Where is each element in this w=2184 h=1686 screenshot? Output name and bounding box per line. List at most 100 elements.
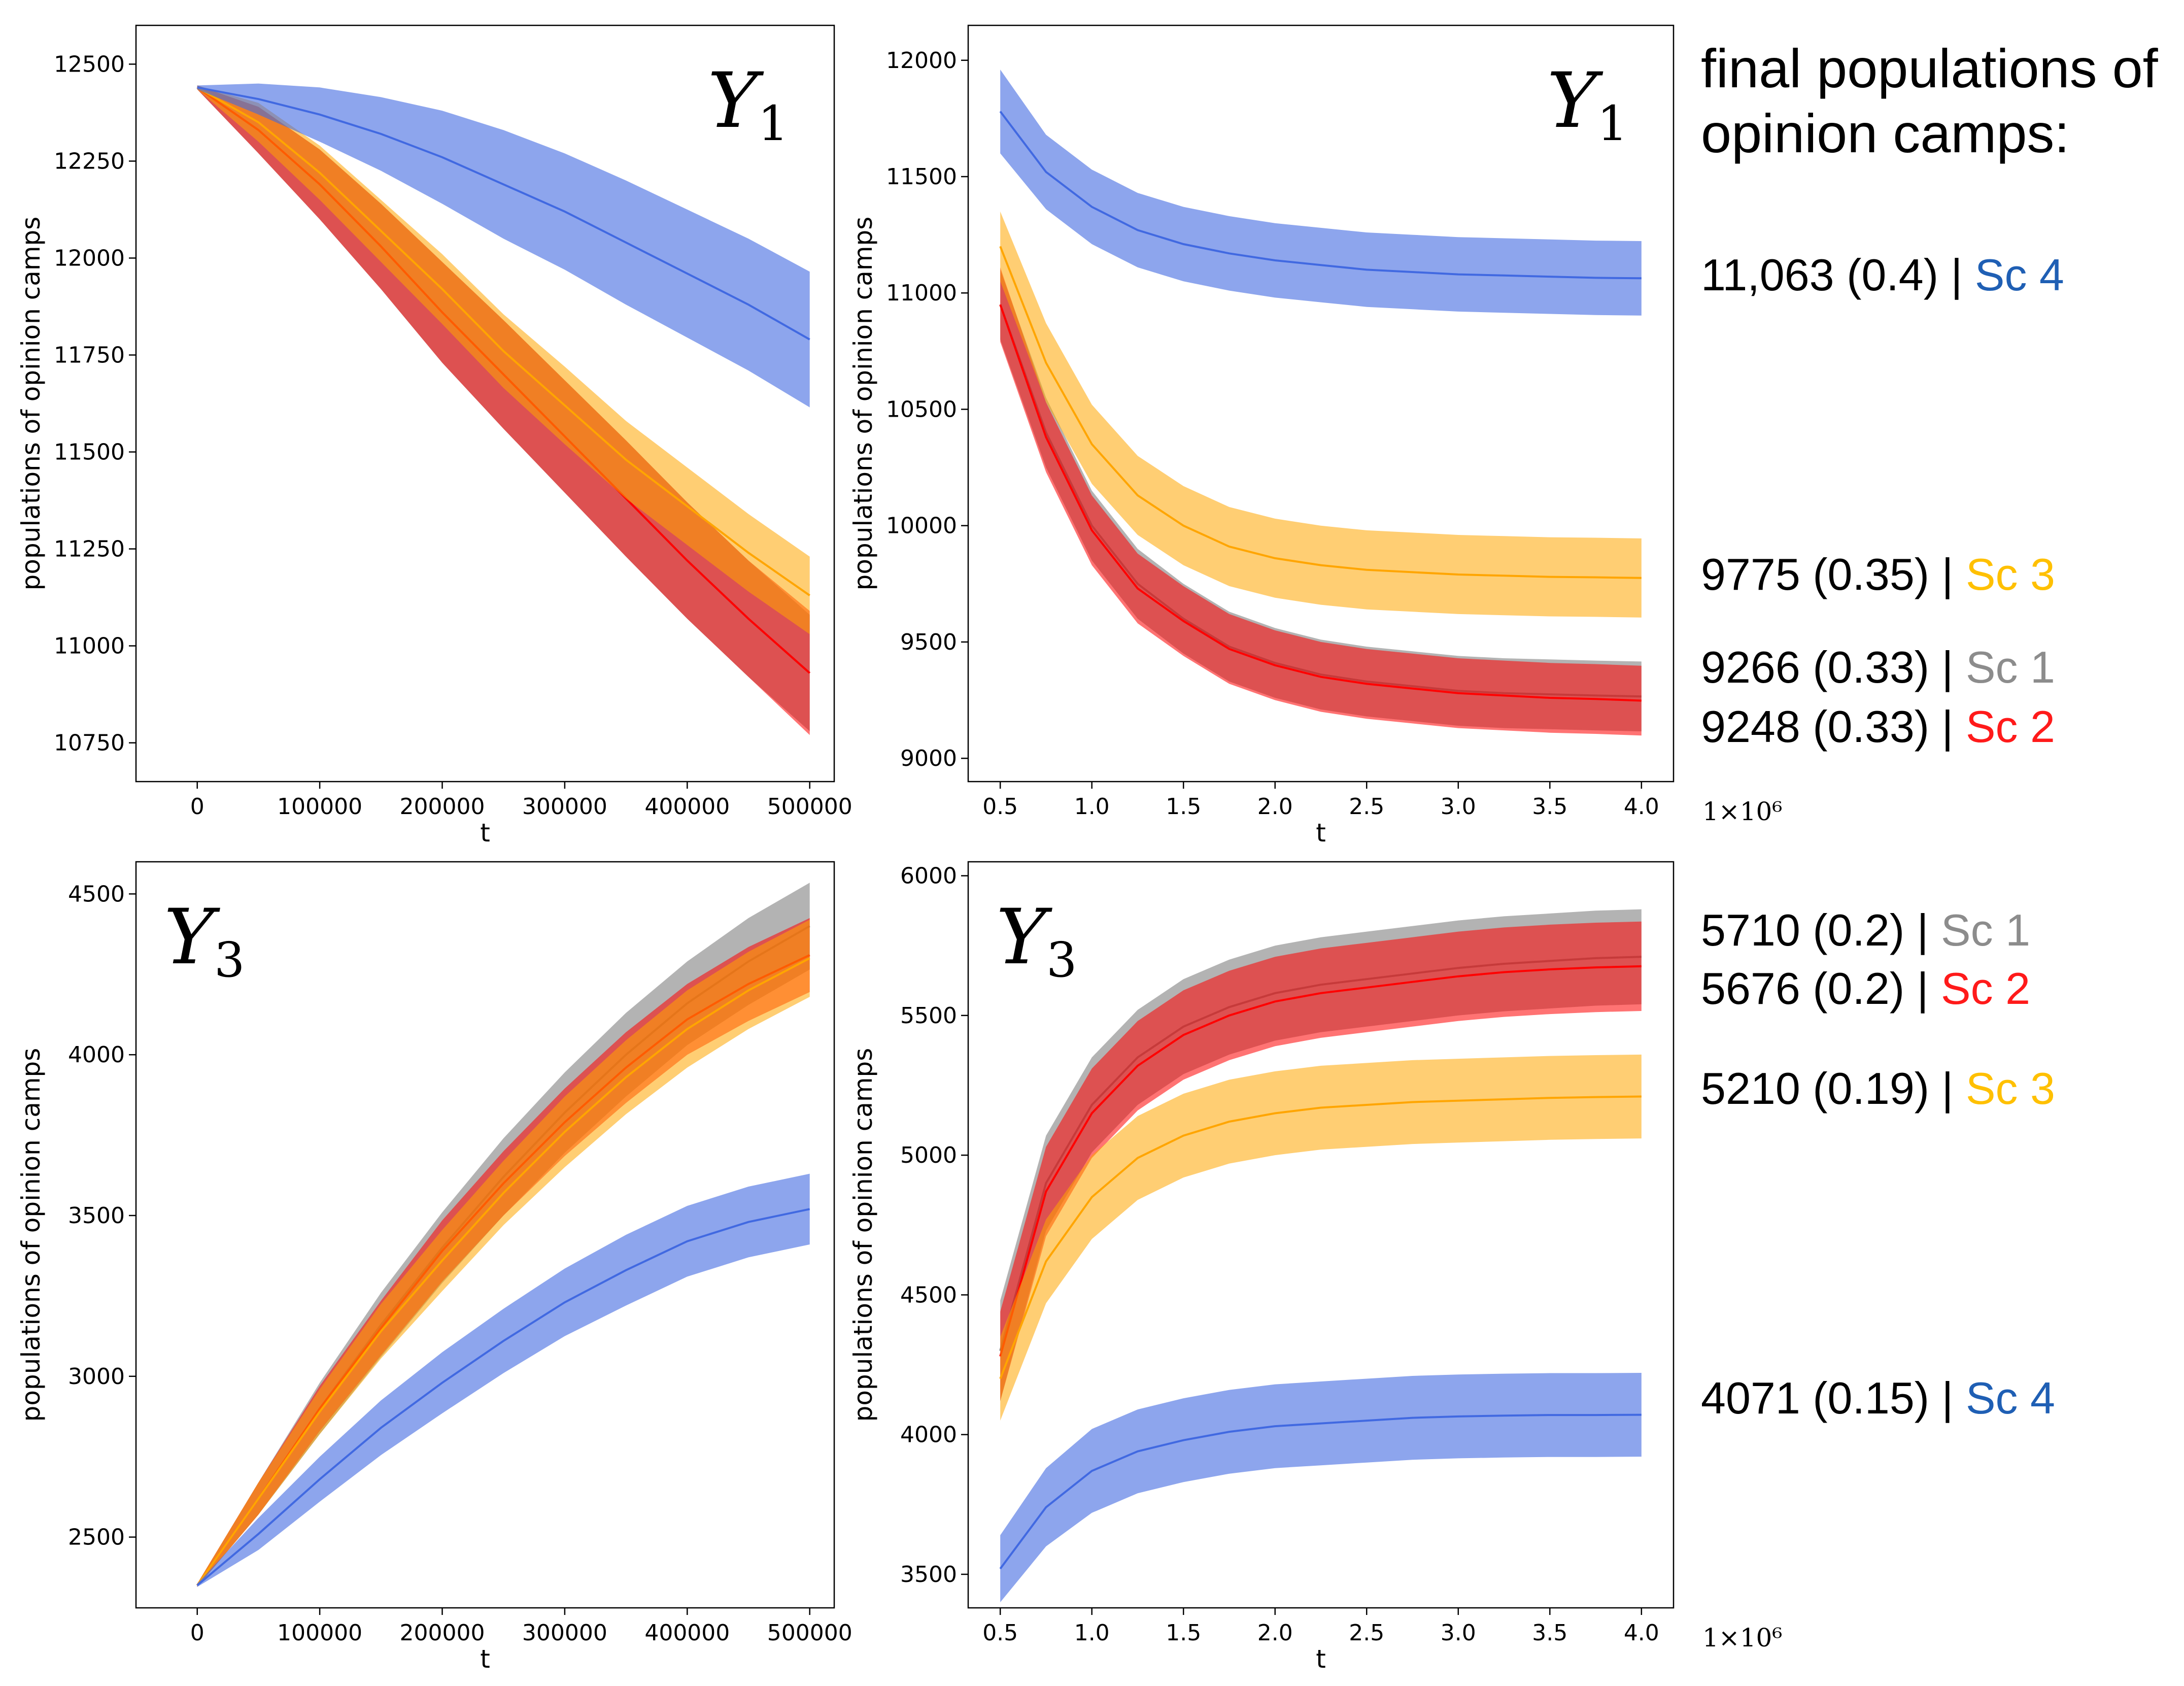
ann-y1-sc4: 11,063 (0.4) | Sc 4 xyxy=(1701,250,2064,300)
axes-frame xyxy=(135,24,835,783)
y-tick-label: 4000 xyxy=(900,1422,957,1448)
x-tick-label: 4.0 xyxy=(1624,794,1659,820)
x-tick-label: 0.5 xyxy=(982,1620,1018,1646)
y-tick-label: 4000 xyxy=(68,1042,125,1068)
plot-area xyxy=(196,83,811,735)
panel-title: Y1 xyxy=(708,57,789,152)
band-sc2 xyxy=(1000,921,1642,1401)
x-tick-label: 200000 xyxy=(400,1620,485,1646)
line-sc4 xyxy=(197,86,810,341)
y-axis-label: populations of opinion camps xyxy=(16,1048,46,1422)
y-tick-label: 2500 xyxy=(68,1525,125,1550)
chart-top-right: 0.5 1.0 1.5 2.0 2.5 3.0 3.5 4.0 9000 9500 10000 105… xyxy=(848,24,1782,848)
y-axis-label: populations of opinion camps xyxy=(16,217,46,591)
panel-title: Y3 xyxy=(996,893,1077,988)
line-sc2 xyxy=(999,304,1642,702)
axes-frame xyxy=(967,24,1675,783)
x-tick-label: 1.0 xyxy=(1074,1620,1110,1646)
y-tick-label: 12500 xyxy=(54,51,125,77)
band-sc3 xyxy=(1000,211,1642,618)
x-tick-label: 3.5 xyxy=(1532,794,1567,820)
x-axis-label: t xyxy=(1316,818,1326,848)
line-sc4 xyxy=(196,1208,810,1587)
x-tick-label: 200000 xyxy=(400,794,485,820)
plot-area xyxy=(196,883,810,1587)
x-tick-label: 400000 xyxy=(644,1620,730,1646)
x-tick-label: 2.5 xyxy=(1349,1620,1384,1646)
x-axis-label: t xyxy=(480,1644,490,1674)
y-tick-label: 6000 xyxy=(900,863,957,889)
ann-y1-sc3: 9775 (0.35) | Sc 3 xyxy=(1701,549,2055,599)
heading-line: final populations of xyxy=(1701,38,2159,99)
band-sc2 xyxy=(1000,267,1642,736)
y-tick-label: 4500 xyxy=(900,1282,957,1308)
chart-bottom-left: 0 100000 200000 300000 400000 500000 2500 3000 3… xyxy=(16,861,852,1674)
x-tick-label: 400000 xyxy=(644,794,730,820)
line-sc3 xyxy=(196,86,810,596)
panel-title: Y3 xyxy=(164,893,245,988)
y-axis-label: populations of opinion camps xyxy=(848,1048,878,1422)
x-tick-label: 0 xyxy=(190,794,204,820)
chart-bottom-right: 0.5 1.0 1.5 2.0 2.5 3.0 3.5 4.0 3500 4000 4500 5000… xyxy=(848,861,1782,1674)
y-tick-label: 9000 xyxy=(900,746,957,771)
ann-y3-sc2: 5676 (0.2) | Sc 2 xyxy=(1701,963,2030,1014)
y-tick-label: 3500 xyxy=(68,1203,125,1229)
y-tick-label: 3000 xyxy=(68,1364,125,1390)
x-tick-label: 100000 xyxy=(277,794,362,820)
ann-y3-sc1: 5710 (0.2) | Sc 1 xyxy=(1701,905,2030,955)
ann-y1-sc2: 9248 (0.33) | Sc 2 xyxy=(1701,701,2055,752)
x-multiplier: 1×10⁶ xyxy=(1702,1623,1782,1653)
y-tick-label: 11500 xyxy=(54,440,125,465)
line-sc4 xyxy=(999,1413,1642,1570)
y-tick-label: 10750 xyxy=(54,730,125,756)
axes-frame xyxy=(135,861,835,1609)
line-sc3 xyxy=(196,957,810,1586)
y-tick-label: 11750 xyxy=(54,342,125,368)
annotations: 11,063 (0.4) | Sc 4 9775 (0.35) | Sc 3 926… xyxy=(1701,250,2064,1423)
x-axis-label: t xyxy=(480,818,490,848)
heading-line: opinion camps: xyxy=(1701,103,2069,164)
chart-top-left: 0 100000 200000 300000 400000 500000 10750 1100… xyxy=(16,24,852,848)
band-sc3 xyxy=(197,920,810,1587)
y-tick-label: 11000 xyxy=(886,280,957,306)
x-tick-label: 0.5 xyxy=(982,794,1018,820)
band-sc4 xyxy=(197,1173,810,1587)
y-tick-label: 9500 xyxy=(900,629,957,655)
band-sc4 xyxy=(1000,1373,1642,1602)
y-tick-label: 3500 xyxy=(900,1562,957,1588)
ann-y3-sc3: 5210 (0.19) | Sc 3 xyxy=(1701,1063,2055,1114)
x-tick-label: 2.5 xyxy=(1349,794,1384,820)
x-tick-label: 500000 xyxy=(767,1620,852,1646)
band-sc2 xyxy=(197,85,810,735)
x-tick-label: 4.0 xyxy=(1624,1620,1659,1646)
y-axis-label: populations of opinion camps xyxy=(848,217,878,591)
x-tick-label: 3.0 xyxy=(1441,794,1476,820)
x-tick-label: 2.0 xyxy=(1257,794,1293,820)
x-tick-label: 2.0 xyxy=(1257,1620,1293,1646)
y-tick-label: 12000 xyxy=(886,48,957,74)
x-tick-label: 3.5 xyxy=(1532,1620,1567,1646)
y-tick-label: 11500 xyxy=(886,164,957,190)
y-tick-label: 10500 xyxy=(886,396,957,422)
band-sc4 xyxy=(1000,70,1642,316)
x-multiplier: 1×10⁶ xyxy=(1702,797,1782,826)
line-sc4 xyxy=(999,111,1642,280)
x-tick-label: 1.5 xyxy=(1166,1620,1201,1646)
y-tick-label: 10000 xyxy=(886,513,957,539)
y-tick-label: 5500 xyxy=(900,1003,957,1029)
axes-frame xyxy=(967,861,1675,1609)
x-tick-label: 3.0 xyxy=(1441,1620,1476,1646)
y-tick-label: 11250 xyxy=(54,536,125,562)
plot-area xyxy=(999,909,1642,1602)
y-tick-label: 12250 xyxy=(54,148,125,174)
plot-area xyxy=(999,70,1642,736)
x-tick-label: 0 xyxy=(190,1620,204,1646)
y-tick-label: 5000 xyxy=(900,1142,957,1168)
x-tick-label: 1.5 xyxy=(1166,794,1201,820)
line-sc3 xyxy=(999,246,1642,579)
x-tick-label: 500000 xyxy=(767,794,852,820)
x-tick-label: 300000 xyxy=(522,1620,607,1646)
x-axis-label: t xyxy=(1316,1644,1326,1674)
